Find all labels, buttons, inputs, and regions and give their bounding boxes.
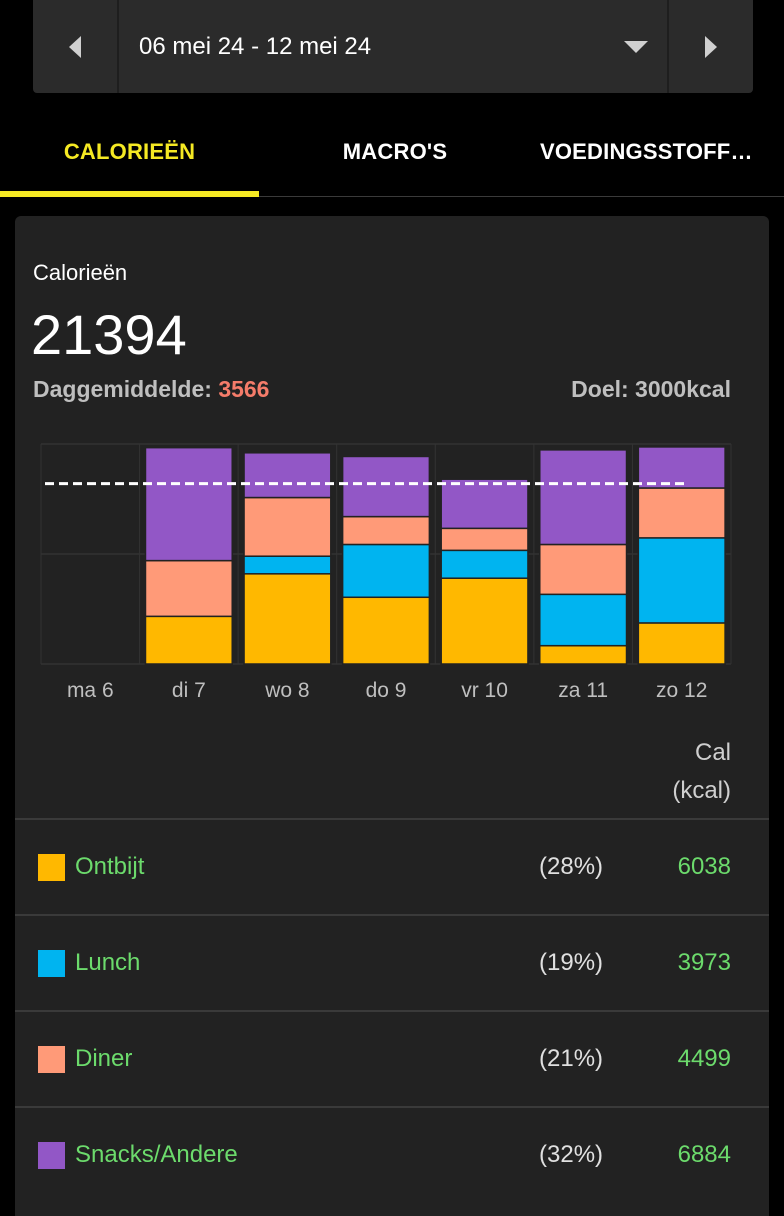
bar-segment-diner [243, 496, 332, 557]
bar-segment-diner [539, 543, 628, 596]
bar-segment-ontbijt [144, 615, 233, 665]
date-range-label: 06 mei 24 - 12 mei 24 [139, 32, 372, 60]
tab-bar: CALORIEËN MACRO'S VOEDINGSSTOFF… [0, 108, 784, 197]
bar-segment-ontbijt [440, 577, 529, 665]
list-item-ontbijt[interactable]: Ontbijt (28%) 6038 [15, 818, 769, 914]
bar-segment-snacks-andere [341, 455, 431, 518]
ontbijt-color-swatch [38, 853, 65, 881]
bar-segment-ontbijt [637, 622, 726, 665]
bar-segment-snacks-andere [144, 446, 233, 562]
previous-week-button[interactable] [33, 0, 119, 93]
bar-segment-diner [341, 515, 431, 546]
lunch-color-swatch [38, 949, 65, 977]
meal-label: Snacks/Andere [75, 1141, 238, 1168]
bar-segment-lunch [440, 549, 529, 579]
calories-card: Calorieën 21394 Daggemiddelde: 3566 Doel… [15, 216, 769, 1216]
list-item-lunch[interactable]: Lunch (19%) 3973 [15, 914, 769, 1010]
bar-segment-ontbijt [243, 573, 332, 665]
meal-calories: 4499 [677, 1045, 731, 1072]
bar-segment-snacks-andere [440, 478, 529, 530]
meal-percentage: (32%) [539, 1141, 604, 1168]
daily-average-label: Daggemiddelde: [33, 376, 212, 402]
list-item-diner[interactable]: Diner (21%) 4499 [15, 1010, 769, 1106]
x-tick-label: zo 12 [656, 679, 707, 702]
meal-label: Ontbijt [75, 853, 145, 880]
active-tab-indicator [0, 191, 259, 197]
x-tick-label: do 9 [366, 679, 407, 702]
next-week-button[interactable] [667, 0, 753, 93]
x-tick-label: di 7 [172, 679, 206, 702]
chevron-left-icon [69, 35, 81, 58]
tab-macros[interactable]: MACRO'S [342, 139, 448, 164]
x-tick-label: wo 8 [264, 679, 309, 702]
goal-label: Doel: 3000kcal [571, 376, 731, 402]
meal-percentage: (28%) [539, 853, 604, 880]
table-header-cal: Cal [694, 739, 731, 766]
x-tick-label: za 11 [558, 679, 608, 702]
meal-calories: 6884 [677, 1141, 731, 1168]
chevron-right-icon [705, 35, 717, 58]
x-tick-label: vr 10 [461, 679, 508, 702]
bar-segment-lunch [637, 537, 726, 624]
meal-calories: 6038 [677, 853, 731, 880]
caret-down-icon [624, 40, 648, 53]
bar-segment-ontbijt [341, 596, 431, 665]
meal-breakdown-list: Ontbijt (28%) 6038 Lunch (19%) 3973 Dine… [15, 818, 769, 1202]
x-tick-label: ma 6 [67, 679, 114, 702]
bar-segment-lunch [341, 543, 431, 599]
diner-color-swatch [38, 1045, 65, 1073]
total-calories: 21394 [31, 303, 187, 366]
bar-segment-snacks-andere [243, 452, 332, 499]
bar-segment-ontbijt [539, 644, 628, 665]
meal-calories: 3973 [677, 949, 731, 976]
weekly-calories-chart: ma 6 di 7 wo 8 do 9 vr 10 za 11 zo 12 [40, 443, 732, 702]
date-range-dropdown[interactable]: 06 mei 24 - 12 mei 24 [119, 0, 667, 93]
bar-segment-lunch [539, 593, 628, 647]
daily-average-value: 3566 [218, 376, 270, 402]
table-header: Cal (kcal) [672, 734, 731, 810]
tab-voedingsstoffen[interactable]: VOEDINGSSTOFF… [540, 139, 753, 164]
bar-segment-diner [144, 559, 233, 618]
bar-segment-snacks-andere [637, 446, 726, 489]
meal-percentage: (19%) [539, 949, 604, 976]
bar-segment-diner [440, 527, 529, 552]
snacks-color-swatch [38, 1141, 65, 1169]
bar-segment-diner [637, 487, 726, 539]
card-title: Calorieën [33, 260, 128, 285]
daily-average: Daggemiddelde: 3566 [33, 376, 269, 403]
date-range-bar: 06 mei 24 - 12 mei 24 [33, 0, 753, 93]
meal-label: Lunch [75, 949, 141, 976]
list-item-snacks[interactable]: Snacks/Andere (32%) 6884 [15, 1106, 769, 1202]
bar-segment-snacks-andere [539, 449, 628, 546]
tab-calorieen[interactable]: CALORIEËN [63, 139, 196, 164]
table-header-unit: (kcal) [672, 777, 731, 804]
meal-label: Diner [75, 1045, 133, 1072]
bar-segment-lunch [243, 555, 332, 575]
meal-percentage: (21%) [539, 1045, 604, 1072]
